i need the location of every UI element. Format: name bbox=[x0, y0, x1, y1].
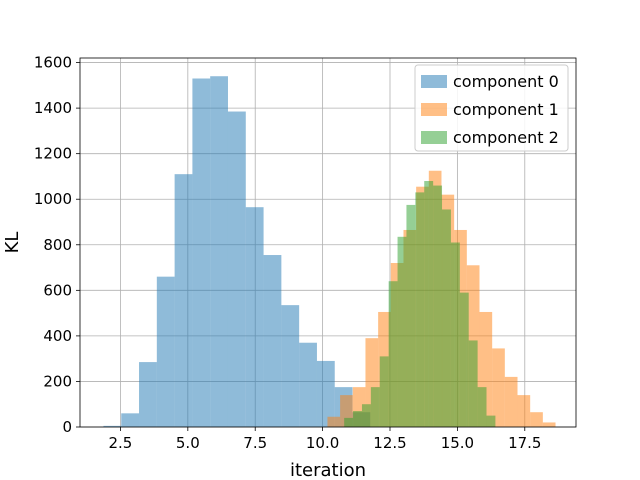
histogram-bar bbox=[299, 342, 317, 427]
y-tick-label: 1200 bbox=[34, 145, 72, 163]
histogram-bar bbox=[103, 425, 122, 427]
histogram-bar bbox=[486, 415, 496, 427]
y-tick-label: 1000 bbox=[34, 190, 72, 208]
histogram-bar bbox=[388, 281, 398, 427]
histogram-bar bbox=[517, 395, 531, 427]
legend-label: component 2 bbox=[453, 128, 559, 147]
histogram-bar bbox=[210, 76, 228, 427]
histogram-bar bbox=[406, 204, 416, 427]
y-tick-label: 1600 bbox=[34, 54, 72, 72]
histogram-bars bbox=[103, 76, 556, 428]
histogram-bar bbox=[316, 360, 335, 427]
x-tick-label: 2.5 bbox=[109, 434, 133, 452]
histogram-bar bbox=[442, 209, 451, 427]
histogram-bar bbox=[139, 362, 157, 427]
histogram-bar bbox=[415, 192, 425, 427]
histogram-bar bbox=[492, 348, 505, 427]
legend-label: component 0 bbox=[453, 72, 559, 91]
histogram-bar bbox=[327, 416, 341, 427]
histogram-bar bbox=[174, 174, 193, 427]
y-tick-label: 200 bbox=[43, 372, 72, 390]
y-tick-label: 600 bbox=[43, 281, 72, 299]
legend-swatch bbox=[421, 103, 447, 116]
x-tick-label: 5.0 bbox=[176, 434, 200, 452]
legend-box bbox=[414, 64, 569, 152]
histogram-bar bbox=[156, 276, 175, 427]
x-tick-label: 17.5 bbox=[508, 434, 541, 452]
series-2-bars bbox=[344, 181, 496, 427]
x-tick-label: 12.5 bbox=[373, 434, 406, 452]
y-axis-ticks: 0 200 400 600 800 1000 1200 1400 1600 bbox=[34, 54, 80, 436]
series-0-bars bbox=[103, 76, 371, 428]
histogram-bar bbox=[504, 376, 518, 427]
legend: component 0 component 1 component 2 bbox=[414, 64, 569, 152]
histogram-bar bbox=[397, 236, 407, 427]
histogram-bar bbox=[468, 340, 478, 427]
histogram-bar bbox=[530, 412, 543, 427]
histogram-bar bbox=[370, 387, 380, 427]
histogram-bar bbox=[450, 242, 460, 427]
histogram-bar bbox=[344, 417, 354, 427]
y-tick-label: 800 bbox=[43, 236, 72, 254]
histogram-bar bbox=[245, 207, 264, 427]
histogram-bar bbox=[379, 356, 389, 427]
legend-swatch bbox=[421, 75, 447, 88]
histogram-bar bbox=[459, 292, 469, 427]
x-tick-label: 7.5 bbox=[243, 434, 267, 452]
histogram-bar bbox=[477, 387, 487, 427]
histogram-bar bbox=[424, 181, 434, 427]
histogram-bar bbox=[542, 422, 556, 427]
histogram-bar bbox=[121, 413, 140, 427]
histogram-bar bbox=[227, 111, 246, 428]
x-tick-label: 10.0 bbox=[306, 434, 339, 452]
histogram-bar bbox=[433, 185, 443, 427]
legend-swatch bbox=[421, 131, 447, 144]
histogram-bar bbox=[263, 255, 282, 427]
x-axis-label: iteration bbox=[290, 460, 366, 480]
x-tick-label: 15.0 bbox=[441, 434, 474, 452]
histogram-bar bbox=[192, 78, 211, 427]
y-axis-label: KL bbox=[2, 232, 23, 254]
y-tick-label: 0 bbox=[62, 418, 72, 436]
histogram-bar bbox=[281, 305, 300, 427]
histogram-bar bbox=[353, 411, 362, 427]
legend-label: component 1 bbox=[453, 100, 559, 119]
y-tick-label: 1400 bbox=[34, 99, 72, 117]
histogram-bar bbox=[361, 404, 371, 427]
y-tick-label: 400 bbox=[43, 327, 72, 345]
plot-frame bbox=[79, 57, 577, 428]
x-axis-ticks: 2.5 5.0 7.5 10.0 12.5 15.0 17.5 bbox=[109, 427, 541, 452]
